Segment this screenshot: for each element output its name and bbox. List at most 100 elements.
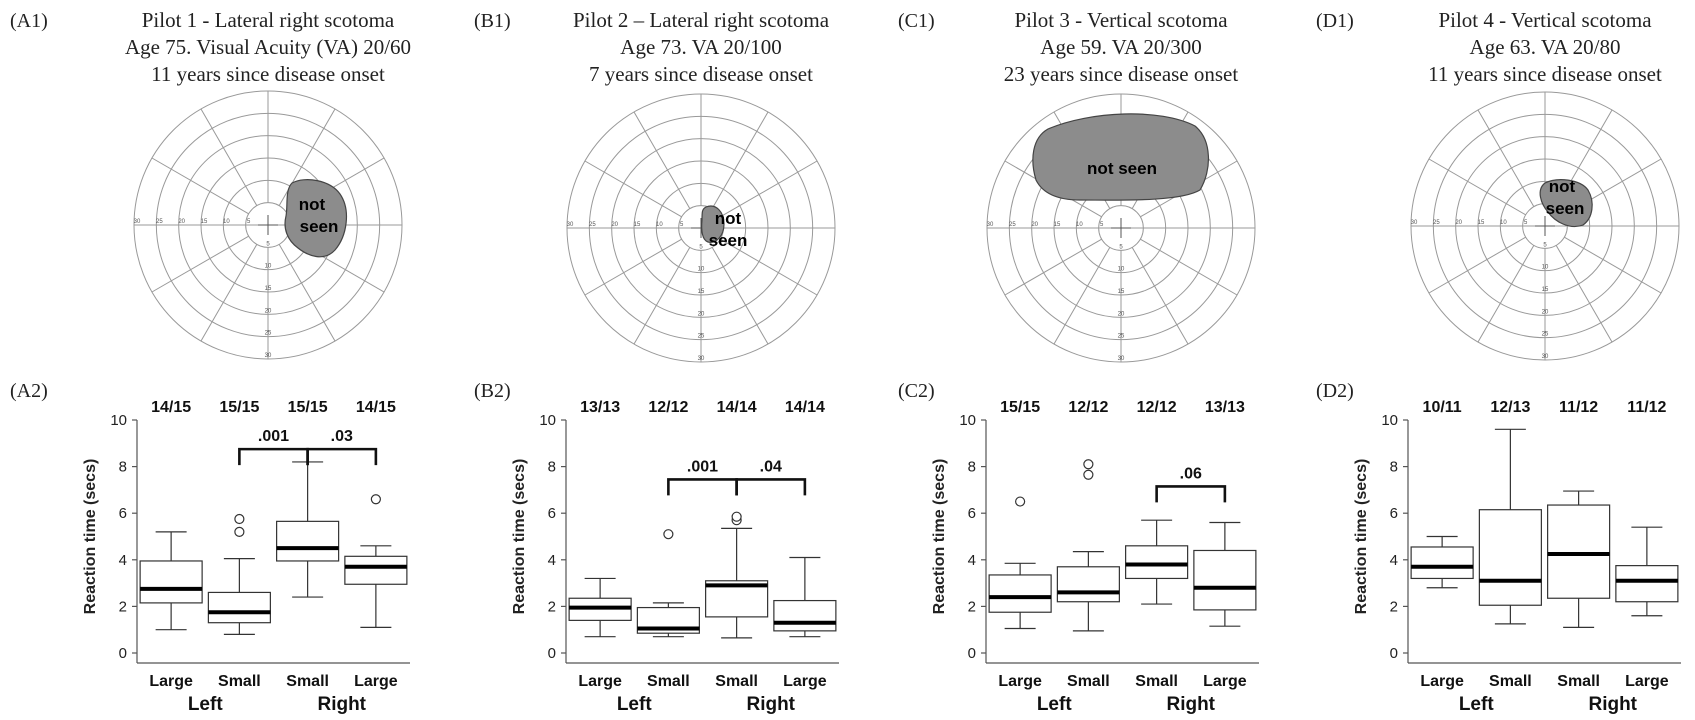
outlier-point bbox=[1083, 469, 1094, 480]
polar-spoke bbox=[1564, 236, 1662, 294]
y-axis-label: Reaction time (secs) bbox=[82, 459, 99, 615]
panel-title-line: 11 years since disease onset bbox=[1428, 62, 1662, 86]
box bbox=[1193, 549, 1257, 611]
visual-field-plot: 5 5 10 10 15 15 20 20 25 25 30 30 not seen bbox=[133, 90, 403, 360]
count-label: 12/13 bbox=[1490, 399, 1530, 416]
y-tick-label: 4 bbox=[1390, 552, 1398, 569]
polar-tick-label: 5 bbox=[680, 222, 684, 228]
count-label: 10/11 bbox=[1423, 399, 1462, 416]
x-tick-label: Small bbox=[218, 673, 261, 690]
panel-label: (A1) bbox=[10, 10, 48, 32]
polar-tick-label: 5 bbox=[1100, 222, 1104, 228]
y-tick-label: 0 bbox=[968, 645, 976, 662]
polar-tick-label: 5 bbox=[266, 241, 270, 247]
polar-tick-label: 20 bbox=[178, 219, 185, 225]
scotoma-label: not bbox=[1549, 177, 1576, 196]
reaction-time-boxplot: 0 2 4 6 8 10 Reaction time (secs) 13/13 Large 12/… bbox=[511, 399, 839, 715]
polar-tick-label: 25 bbox=[1118, 334, 1125, 340]
polar-tick-label: 15 bbox=[634, 222, 641, 228]
polar-tick-label: 5 bbox=[1524, 220, 1528, 226]
y-tick-label: 6 bbox=[548, 505, 556, 522]
polar-tick-label: 15 bbox=[1478, 220, 1485, 226]
polar-tick-label: 20 bbox=[611, 222, 618, 228]
reaction-time-boxplot: 0 2 4 6 8 10 Reaction time (secs) 15/15 Large 12/… bbox=[931, 399, 1259, 715]
box bbox=[773, 599, 837, 632]
y-tick-label: 10 bbox=[110, 412, 127, 429]
x-tick-label: Large bbox=[149, 673, 193, 690]
box bbox=[1615, 565, 1679, 603]
y-tick-label: 0 bbox=[1390, 645, 1398, 662]
x-tick-label: Small bbox=[1067, 673, 1110, 690]
polar-tick-label: 30 bbox=[698, 356, 705, 362]
polar-tick-label: 10 bbox=[223, 219, 230, 225]
box bbox=[1410, 546, 1474, 580]
polar-spoke bbox=[1428, 236, 1526, 294]
polar-tick-label: 25 bbox=[156, 219, 163, 225]
outlier-point bbox=[234, 526, 245, 537]
y-tick-label: 2 bbox=[119, 598, 127, 615]
polar-tick-label: 15 bbox=[1054, 222, 1061, 228]
polar-spoke bbox=[633, 111, 691, 209]
panel-title-line: Age 75. Visual Acuity (VA) 20/60 bbox=[125, 35, 411, 59]
significance-bracket bbox=[735, 478, 807, 496]
count-label: 12/12 bbox=[1137, 399, 1177, 416]
polar-tick-label: 20 bbox=[265, 308, 272, 314]
y-tick-label: 4 bbox=[968, 552, 976, 569]
scotoma-label: seen bbox=[300, 217, 339, 236]
scotoma-label: not seen bbox=[1087, 159, 1157, 178]
y-tick-label: 6 bbox=[1390, 505, 1398, 522]
group-label: Right bbox=[1166, 694, 1215, 715]
p-value-label: .03 bbox=[331, 428, 353, 445]
group-label: Right bbox=[1588, 694, 1637, 715]
polar-tick-label: 10 bbox=[1118, 267, 1125, 273]
polar-tick-label: 20 bbox=[1455, 220, 1462, 226]
y-tick-label: 4 bbox=[548, 552, 556, 569]
y-tick-label: 8 bbox=[968, 459, 976, 476]
panel-label: (D1) bbox=[1316, 10, 1354, 32]
scotoma-region bbox=[701, 205, 725, 243]
box bbox=[1056, 566, 1120, 603]
count-label: 11/12 bbox=[1627, 399, 1666, 416]
polar-tick-label: 25 bbox=[265, 331, 272, 337]
scotoma-region bbox=[1539, 179, 1593, 228]
scotoma-label: not bbox=[299, 195, 326, 214]
x-tick-label: Small bbox=[647, 673, 690, 690]
panel-title-line: Pilot 1 - Lateral right scotoma bbox=[142, 8, 395, 32]
count-label: 12/12 bbox=[648, 399, 688, 416]
x-tick-label: Small bbox=[286, 673, 329, 690]
significance-bracket bbox=[238, 447, 309, 466]
count-label: 14/14 bbox=[717, 399, 757, 416]
y-tick-label: 8 bbox=[119, 459, 127, 476]
box bbox=[344, 555, 408, 585]
box bbox=[1125, 545, 1189, 580]
polar-spoke bbox=[200, 108, 258, 206]
box bbox=[207, 591, 271, 624]
polar-spoke bbox=[584, 238, 682, 296]
x-tick-label: Small bbox=[715, 673, 758, 690]
x-tick-label: Large bbox=[354, 673, 398, 690]
panel-title-line: Age 73. VA 20/100 bbox=[620, 35, 781, 59]
polar-spoke bbox=[584, 160, 682, 218]
p-value-label: .04 bbox=[760, 458, 782, 475]
polar-spoke bbox=[1477, 245, 1535, 343]
x-tick-label: Small bbox=[1557, 673, 1600, 690]
count-label: 15/15 bbox=[1000, 399, 1040, 416]
panel-title-line: Pilot 4 - Vertical scotoma bbox=[1438, 8, 1652, 32]
polar-tick-label: 10 bbox=[1542, 265, 1549, 271]
scotoma-region bbox=[284, 179, 347, 258]
box bbox=[988, 574, 1052, 613]
polar-tick-label: 20 bbox=[1542, 309, 1549, 315]
y-tick-label: 6 bbox=[968, 505, 976, 522]
polar-tick-label: 25 bbox=[1009, 222, 1016, 228]
reaction-time-boxplot: 0 2 4 6 8 10 Reaction time (secs) 10/11 Large 12/… bbox=[1353, 399, 1681, 715]
polar-tick-label: 10 bbox=[698, 267, 705, 273]
y-tick-label: 6 bbox=[119, 505, 127, 522]
polar-spoke bbox=[720, 160, 818, 218]
y-tick-label: 8 bbox=[1390, 459, 1398, 476]
x-tick-label: Large bbox=[1203, 673, 1247, 690]
visual-field-plot: 5 5 10 10 15 15 20 20 25 25 30 30 not seen bbox=[566, 93, 836, 363]
polar-spoke bbox=[1140, 238, 1238, 296]
y-tick-label: 2 bbox=[968, 598, 976, 615]
outlier-point bbox=[731, 511, 742, 522]
polar-spoke bbox=[151, 157, 249, 215]
